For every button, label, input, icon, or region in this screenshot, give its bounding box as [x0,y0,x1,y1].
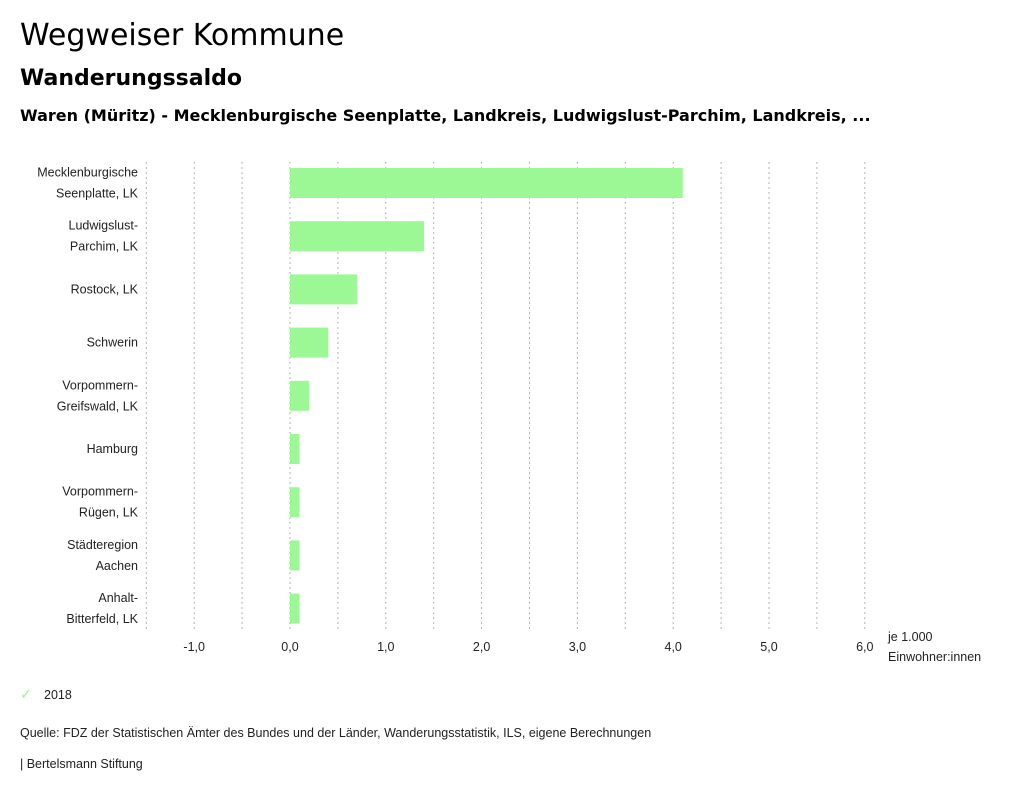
category-label: Rostock, LK [71,282,139,296]
category-label: Rügen, LK [79,506,139,520]
bar [290,434,300,464]
x-tick-label: 5,0 [760,640,777,654]
category-label: Mecklenburgische [37,166,138,180]
category-label: Schwerin [87,336,138,350]
bar [290,380,310,411]
category-label: Vorpommern- [62,485,138,499]
x-axis-unit-line-1: je 1.000 [887,630,933,644]
bar [290,168,683,198]
category-label: Ludwigslust- [69,219,138,233]
credit-note: | Bertelsmann Stiftung [20,757,143,771]
chart-subtitle: Wanderungssaldo [20,66,243,91]
bar [290,487,300,518]
category-label: Vorpommern- [62,378,138,392]
bar [290,540,300,571]
page-title: Wegweiser Kommune [20,18,345,53]
x-tick-label: 2,0 [473,640,490,654]
bars [290,168,683,624]
x-axis-unit-line-2: Einwohner:innen [888,650,981,664]
check-icon: ✓ [20,686,32,702]
x-tick-label: 3,0 [569,640,586,654]
x-tick-label: 1,0 [377,640,394,654]
x-tick-label: 4,0 [665,640,682,654]
bar [290,221,425,252]
category-label: Seenplatte, LK [56,187,139,201]
category-label: Anhalt- [98,591,138,605]
category-label: Aachen [96,559,138,573]
category-label: Parchim, LK [70,240,139,254]
legend-item-2018[interactable]: 2018 [44,687,72,702]
bar [290,327,329,358]
y-axis-labels: Mecklenburgische Seenplatte, LK Ludwigslus… [37,166,138,627]
x-axis-labels: -1,0 0,0 1,0 2,0 3,0 4,0 5,0 6,0 [183,640,873,654]
category-label: Bitterfeld, LK [66,612,138,626]
bar-chart: Mecklenburgische Seenplatte, LK Ludwigslus… [37,162,981,664]
category-label: Hamburg [87,442,138,456]
selected-regions: Waren (Müritz) - Mecklenburgische Seenpl… [20,106,871,125]
bar [290,593,300,624]
bar [290,274,358,305]
x-tick-label: 0,0 [281,640,298,654]
category-label: Greifswald, LK [57,399,139,413]
legend[interactable]: ✓ 2018 [20,686,72,703]
category-label: Städteregion [67,538,138,552]
x-tick-label: 6,0 [856,640,873,654]
grid-lines [145,162,866,632]
source-note: Quelle: FDZ der Statistischen Ämter des … [20,726,652,740]
x-tick-label: -1,0 [183,640,205,654]
